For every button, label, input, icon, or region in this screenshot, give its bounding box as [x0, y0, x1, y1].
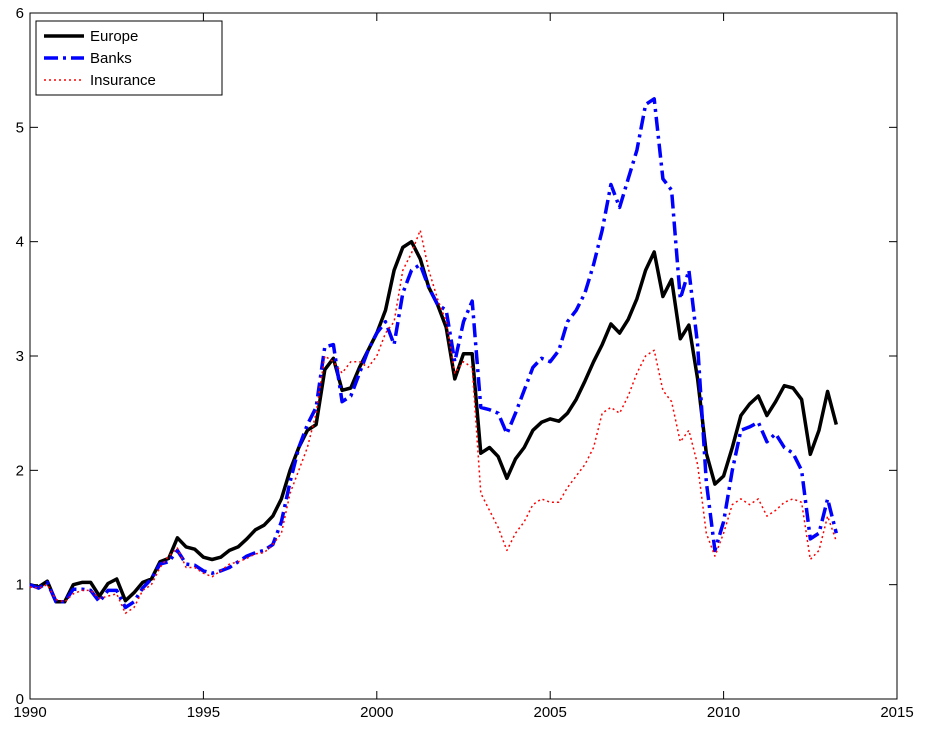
- x-tick-label: 1990: [13, 704, 46, 721]
- y-tick-label: 0: [16, 691, 24, 708]
- y-tick-label: 1: [16, 577, 24, 594]
- y-tick-label: 5: [16, 119, 24, 136]
- y-tick-label: 4: [16, 234, 24, 251]
- legend-label: Banks: [90, 50, 132, 67]
- legend: [35, 20, 223, 96]
- x-tick-label: 1995: [187, 704, 220, 721]
- legend-label: Insurance: [90, 72, 156, 89]
- legend-label: Europe: [90, 28, 138, 45]
- y-tick-label: 2: [16, 462, 24, 479]
- x-tick-label: 2005: [534, 704, 567, 721]
- x-tick-label: 2000: [360, 704, 393, 721]
- y-tick-label: 6: [16, 5, 24, 22]
- x-tick-label: 2015: [880, 704, 913, 721]
- series-line: [29, 229, 838, 615]
- x-tick-label: 2010: [707, 704, 740, 721]
- y-tick-label: 3: [16, 348, 24, 365]
